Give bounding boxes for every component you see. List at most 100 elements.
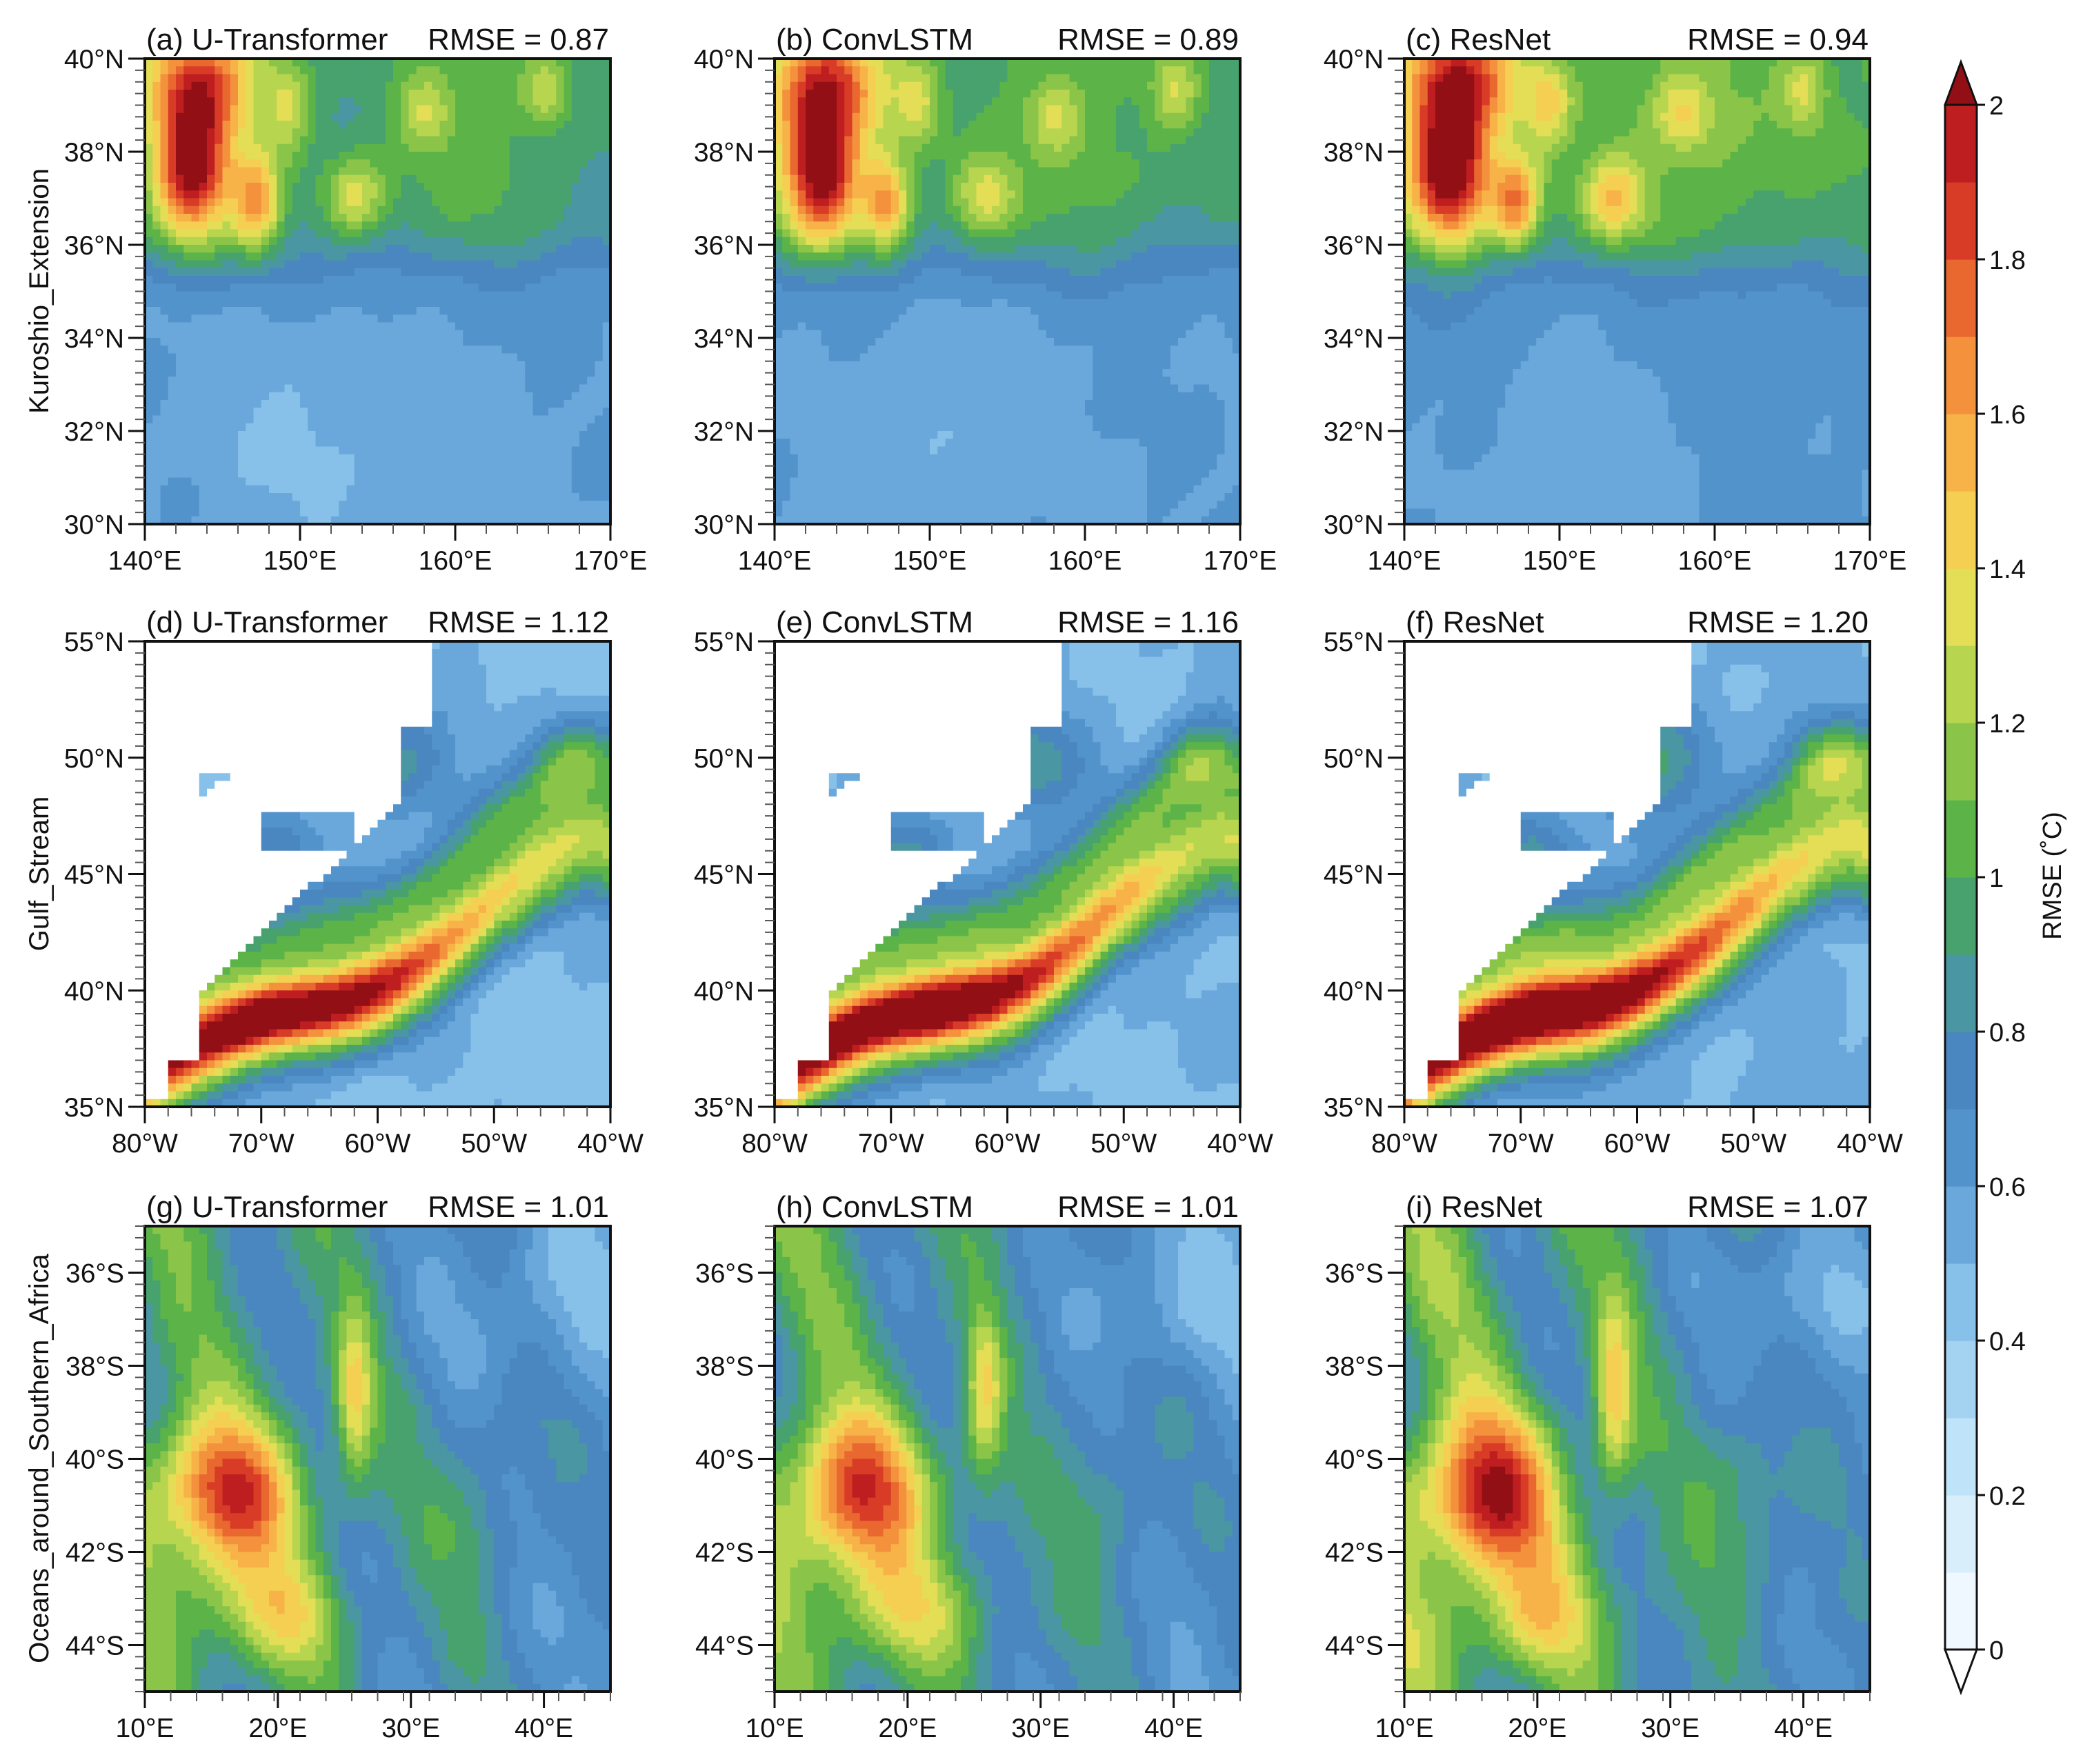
heat-cell — [540, 485, 549, 494]
heat-cell — [269, 252, 277, 261]
heat-cell — [509, 174, 518, 183]
heat-cell — [215, 392, 223, 401]
heat-cell — [308, 121, 317, 129]
heat-cell — [517, 183, 526, 191]
heat-cell — [906, 74, 915, 83]
heat-cell — [315, 136, 324, 145]
heat-cell — [238, 361, 246, 370]
heat-cell — [556, 190, 565, 199]
heat-cell — [246, 136, 255, 145]
heat-cell — [1232, 152, 1240, 160]
heat-cell — [1193, 143, 1202, 152]
heat-cell — [548, 345, 557, 354]
heat-cell — [463, 260, 472, 269]
heat-cell — [191, 454, 200, 463]
heat-cell — [354, 59, 363, 67]
heat-cell — [292, 501, 301, 510]
heat-cell — [548, 361, 557, 370]
heat-cell — [571, 260, 580, 269]
heat-cell — [984, 143, 993, 152]
heat-cell — [564, 245, 572, 253]
heat-cell — [377, 74, 386, 83]
heat-cell — [486, 446, 495, 455]
heat-cell — [517, 353, 526, 362]
heat-cell — [478, 470, 487, 479]
heat-cell — [1077, 167, 1086, 176]
heat-cell — [1038, 167, 1047, 176]
heat-cell — [308, 446, 317, 455]
heat-cell — [1170, 167, 1179, 176]
heat-cell — [1124, 66, 1133, 75]
heat-cell — [517, 159, 526, 168]
heat-cell — [160, 477, 169, 486]
heat-cell — [269, 361, 277, 370]
heat-cell — [199, 276, 208, 284]
heat-cell — [828, 221, 837, 230]
heat-cell — [300, 322, 308, 331]
heat-cell — [976, 221, 985, 230]
heat-cell — [501, 439, 510, 448]
heat-cell — [852, 136, 861, 145]
heat-cell — [1054, 206, 1062, 214]
heat-cell — [517, 314, 526, 323]
heat-cell — [354, 221, 363, 230]
heat-cell — [868, 97, 876, 106]
heat-cell — [393, 229, 401, 238]
heat-cell — [401, 121, 410, 129]
heat-cell — [968, 174, 977, 183]
heat-cell — [517, 439, 526, 448]
heat-cell — [517, 338, 526, 346]
heat-cell — [1023, 159, 1031, 168]
heat-cell — [486, 167, 495, 176]
heat-cell — [509, 167, 518, 176]
heat-cell — [370, 307, 379, 315]
heat-cell — [385, 214, 394, 222]
heat-cell — [416, 299, 425, 308]
heat-cell — [432, 159, 441, 168]
heat-cell — [525, 439, 534, 448]
heat-cell — [992, 221, 1000, 230]
heat-cell — [797, 221, 806, 230]
heat-cell — [401, 283, 410, 292]
heat-cell — [277, 291, 286, 300]
heat-cell — [548, 136, 557, 145]
heat-cell — [246, 369, 255, 377]
heat-cell — [532, 90, 541, 98]
heat-cell — [501, 493, 510, 501]
heat-cell — [806, 221, 814, 230]
heat-cell — [230, 307, 239, 315]
heat-cell — [222, 369, 231, 377]
heat-cell — [432, 136, 441, 145]
heat-cell — [564, 59, 572, 67]
heat-cell — [921, 214, 930, 222]
heat-cell — [238, 477, 246, 486]
heat-cell — [253, 291, 262, 300]
heat-cell — [532, 66, 541, 75]
heat-cell — [579, 167, 588, 176]
heat-cell — [571, 174, 580, 183]
heat-cell — [152, 260, 161, 269]
heat-cell — [292, 214, 301, 222]
heat-cell — [393, 268, 401, 277]
heat-cell — [1178, 198, 1186, 207]
heat-cell — [160, 143, 169, 152]
heat-cell — [261, 485, 270, 494]
heat-cell — [1100, 174, 1109, 183]
heat-cell — [486, 237, 495, 245]
heat-cell — [230, 477, 239, 486]
heat-cell — [385, 276, 394, 284]
heat-cell — [968, 74, 977, 83]
heat-cell — [191, 299, 200, 308]
heat-cell — [346, 477, 355, 486]
heat-cell — [532, 470, 541, 479]
heat-cell — [1023, 121, 1031, 129]
heat-cell — [331, 136, 339, 145]
heat-cell — [1093, 214, 1102, 222]
heat-cell — [571, 392, 580, 401]
heat-cell — [775, 152, 783, 160]
heat-cell — [424, 314, 432, 323]
heat-cell — [937, 206, 946, 214]
heat-cell — [315, 431, 324, 439]
heat-cell — [370, 392, 379, 401]
heat-cell — [385, 121, 394, 129]
